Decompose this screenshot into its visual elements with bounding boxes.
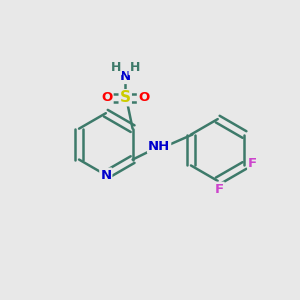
Text: O: O (138, 91, 149, 104)
Text: N: N (120, 70, 131, 83)
Text: O: O (101, 91, 112, 104)
Text: N: N (100, 169, 111, 182)
Text: H: H (130, 61, 140, 74)
Text: F: F (248, 158, 257, 170)
Text: H: H (111, 61, 121, 74)
Text: F: F (214, 183, 224, 196)
Text: NH: NH (148, 140, 170, 153)
Text: S: S (120, 90, 131, 105)
